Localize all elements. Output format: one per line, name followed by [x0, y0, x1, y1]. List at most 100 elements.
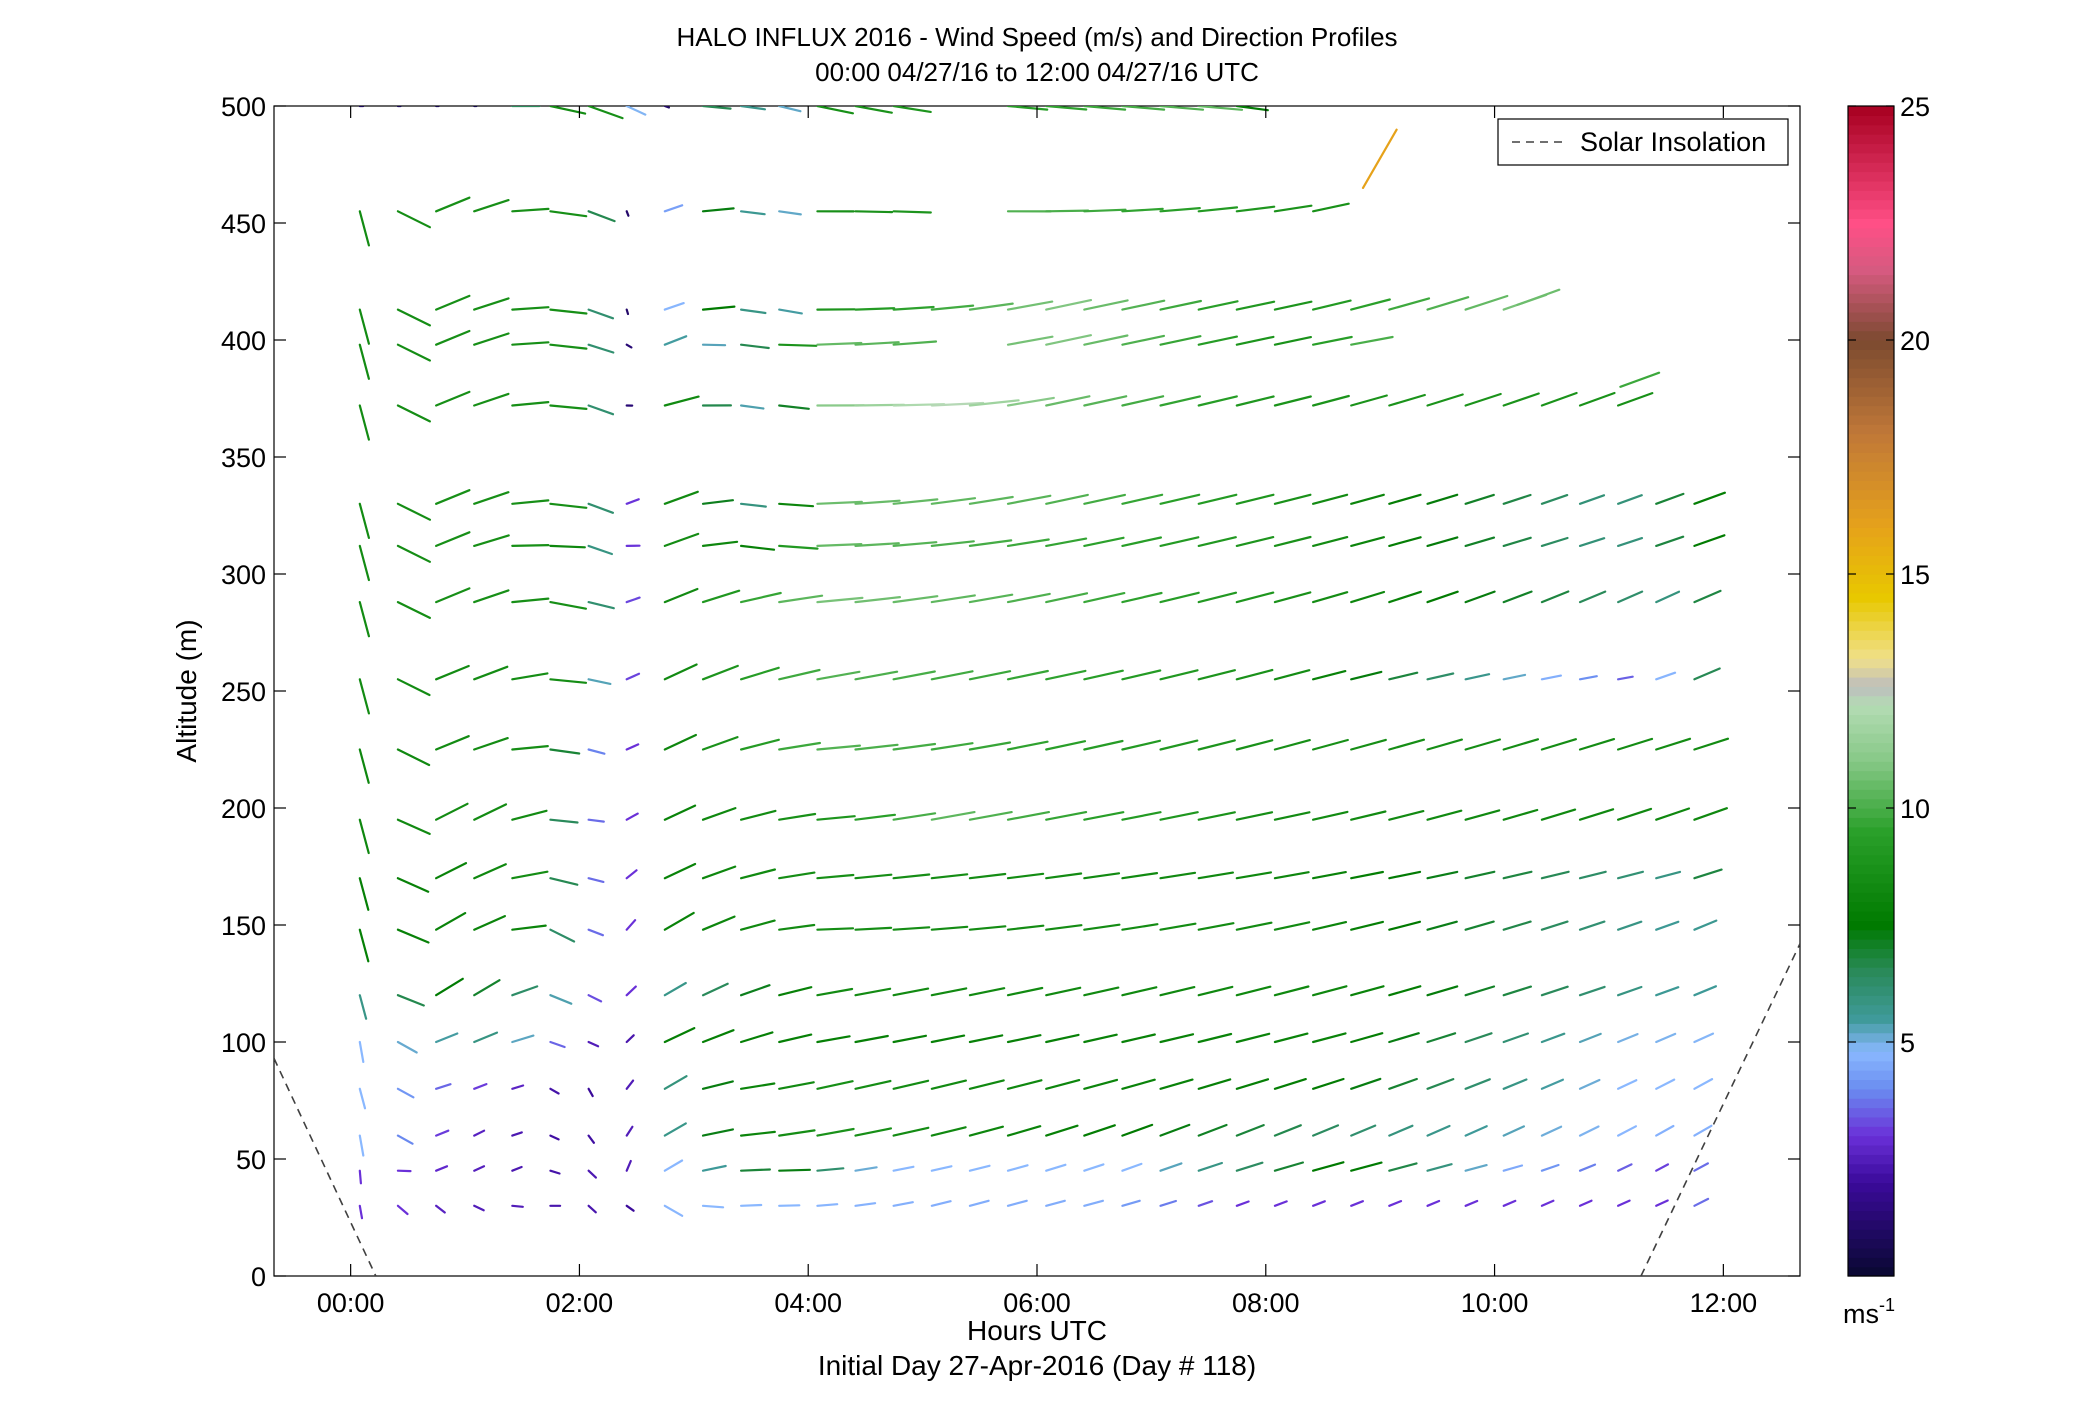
wind-vector — [435, 196, 471, 213]
wind-vector — [1121, 739, 1162, 751]
wind-vector — [1273, 1124, 1302, 1137]
wind-vector — [663, 733, 698, 751]
wind-vector — [816, 542, 863, 548]
colorbar-cell — [1848, 1247, 1894, 1258]
wind-vector — [739, 210, 766, 216]
colorbar-cell — [1848, 265, 1894, 276]
wind-vector — [1464, 738, 1502, 751]
wind-vector — [1616, 737, 1654, 751]
colorbar-tick-label: 20 — [1900, 326, 1930, 356]
wind-vector — [1655, 920, 1680, 931]
wind-vector — [1655, 737, 1692, 751]
wind-vector — [1311, 202, 1350, 213]
wind-vector — [778, 1081, 815, 1090]
wind-vector — [930, 540, 975, 548]
wind-vector — [1159, 669, 1199, 681]
colorbar-cell — [1848, 620, 1894, 631]
wind-vector — [587, 748, 606, 755]
colorbar-cell — [1848, 424, 1894, 435]
colorbar-cell — [1848, 1154, 1894, 1165]
wind-vector — [892, 1079, 930, 1090]
wind-vector — [1388, 297, 1431, 311]
wind-vector — [1159, 1078, 1194, 1090]
wind-vector — [625, 812, 639, 821]
wind-vector — [1578, 1032, 1602, 1044]
wind-vector — [930, 742, 974, 751]
wind-vector — [1464, 493, 1495, 505]
wind-vector — [739, 919, 776, 931]
wind-vector — [1655, 986, 1680, 997]
wind-vector — [1311, 669, 1347, 681]
wind-vector — [1045, 740, 1087, 751]
wind-vector — [1235, 811, 1274, 821]
x-axis: 00:00 02:00 04:00 06:00 08:00 10:00 12:00 — [317, 106, 1757, 1318]
wind-vector — [1388, 1162, 1418, 1172]
colorbar-cell — [1848, 929, 1894, 940]
wind-vector — [1502, 590, 1533, 604]
wind-vector — [1502, 493, 1532, 505]
wind-vector — [816, 744, 862, 751]
wind-vector — [1197, 335, 1239, 346]
wind-vector — [1273, 336, 1313, 346]
wind-vector — [663, 804, 697, 821]
wind-vector — [1311, 535, 1349, 548]
colorbar-cell — [1848, 143, 1894, 154]
wind-vector — [1197, 922, 1235, 931]
wind-vector — [1693, 491, 1727, 505]
wind-vector — [1045, 299, 1093, 311]
colorbar-cell — [1848, 1182, 1894, 1193]
wind-vector — [892, 1165, 915, 1172]
wind-vector — [1159, 1123, 1191, 1137]
wind-vector — [968, 1199, 990, 1207]
colorbar-cell — [1848, 508, 1894, 519]
wind-vector — [511, 672, 549, 681]
colorbar-cell — [1848, 358, 1894, 369]
wind-vector — [1616, 920, 1643, 931]
wind-vector — [511, 543, 550, 548]
x-tick-label: 04:00 — [774, 1288, 842, 1318]
colorbar-cell — [1848, 1032, 1894, 1043]
wind-vector — [778, 923, 816, 931]
wind-vector — [1159, 811, 1199, 821]
colorbar-cell — [1848, 1070, 1894, 1081]
wind-vector — [968, 1125, 1005, 1137]
wind-vector — [892, 1201, 914, 1207]
wind-vector — [778, 343, 818, 347]
wind-vector — [816, 500, 863, 505]
colorbar-cell — [1848, 658, 1894, 669]
wind-vector — [739, 404, 765, 410]
wind-vector — [1578, 1163, 1597, 1172]
wind-vector — [587, 404, 615, 416]
wind-vector — [396, 928, 430, 944]
wind-vector — [1006, 396, 1055, 407]
colorbar-cell — [1848, 845, 1894, 856]
wind-vector — [358, 1169, 362, 1185]
wind-vector — [1311, 299, 1352, 311]
colorbar-cell — [1848, 452, 1894, 463]
wind-vector — [1540, 985, 1569, 997]
wind-vector — [1311, 738, 1349, 751]
wind-vector — [892, 595, 939, 604]
colorbar-cell — [1848, 218, 1894, 229]
wind-vector — [1083, 1199, 1105, 1207]
wind-vector — [1159, 871, 1197, 880]
colorbar-cell — [1848, 368, 1894, 379]
wind-vector — [854, 873, 893, 880]
colorbar-cell — [1848, 761, 1894, 772]
wind-vector — [1693, 868, 1723, 880]
colorbar-cell — [1848, 349, 1894, 360]
wind-vector — [549, 544, 586, 549]
wind-vector — [1121, 334, 1166, 346]
wind-vector — [1350, 810, 1387, 821]
colorbar-tick-label: 10 — [1900, 794, 1930, 824]
wind-vector — [1540, 674, 1563, 681]
wind-vector — [1121, 1162, 1143, 1172]
colorbar-cell — [1848, 985, 1894, 996]
wind-vector — [1121, 871, 1159, 880]
wind-vector — [816, 1035, 851, 1044]
wind-vector — [1426, 393, 1464, 407]
wind-vector — [396, 600, 431, 620]
colorbar-cell — [1848, 527, 1894, 538]
wind-vector — [511, 401, 550, 407]
wind-vector — [1273, 871, 1310, 880]
